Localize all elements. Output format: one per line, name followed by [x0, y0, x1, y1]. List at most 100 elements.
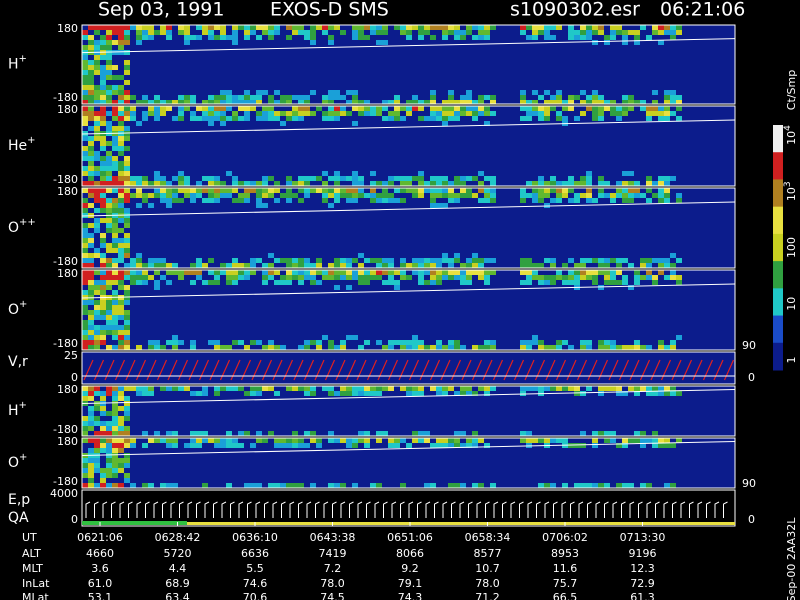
- spectrogram-cell: [580, 270, 586, 275]
- spectrogram-cell: [442, 270, 448, 275]
- spectrogram-cell: [232, 30, 238, 35]
- spectrogram-cell: [430, 443, 436, 448]
- spectrogram-cell: [430, 203, 436, 208]
- spectrogram-cell: [298, 258, 304, 263]
- axis-top: 180: [57, 267, 78, 280]
- spectrogram-cell: [124, 65, 130, 70]
- spectrogram-cell: [652, 275, 658, 280]
- spectrogram-cell: [436, 111, 442, 116]
- spectrogram-cell: [256, 95, 262, 100]
- spectrogram-cell: [616, 443, 622, 448]
- spectrogram-cell: [580, 90, 586, 95]
- spectrogram-cell: [580, 35, 586, 40]
- spectrogram-cell: [448, 90, 454, 95]
- spectrogram-cell: [340, 176, 346, 181]
- qa-flag-good: [82, 521, 187, 525]
- spectrogram-cell: [418, 100, 424, 104]
- spectrogram-cell: [220, 25, 226, 30]
- spectrogram-cell: [460, 181, 466, 186]
- spectrogram-cell: [148, 340, 154, 345]
- spectrogram-cell: [112, 325, 118, 330]
- spectrogram-cell: [550, 345, 556, 350]
- spectrogram-cell: [94, 218, 100, 223]
- spectrogram-cell: [124, 30, 130, 35]
- spectrogram-cell: [340, 188, 346, 193]
- spectrogram-cell: [400, 483, 406, 488]
- spectrogram-cell: [82, 270, 88, 275]
- trend-line: [81, 201, 736, 217]
- spectrogram-cell: [214, 188, 220, 193]
- spectrogram-cell: [214, 391, 220, 396]
- spectrogram-cell: [670, 340, 676, 345]
- spectrogram-cell: [664, 198, 670, 203]
- spectrogram-cell: [628, 95, 634, 100]
- spectrogram-cell: [532, 386, 538, 391]
- spectrogram-cell: [580, 100, 586, 104]
- spectrogram-cell: [124, 116, 130, 121]
- spectrogram-cell: [280, 100, 286, 104]
- spectrogram-cell: [304, 35, 310, 40]
- spectrogram-cell: [622, 188, 628, 193]
- spectrogram-cell: [226, 90, 232, 95]
- spectrogram-cell: [430, 483, 436, 488]
- spectrogram-cell: [334, 171, 340, 176]
- spectrogram-cell: [406, 181, 412, 186]
- spectrogram-cell: [82, 305, 88, 310]
- spectrogram-cell: [88, 45, 94, 50]
- spectrogram-cell: [118, 463, 124, 468]
- spectrogram-cell: [454, 116, 460, 121]
- spectrogram-cell: [106, 166, 112, 171]
- spectrogram-cell: [226, 100, 232, 104]
- spectrogram-cell: [532, 35, 538, 40]
- spectrogram-cell: [550, 198, 556, 203]
- spectrogram-cell: [124, 40, 130, 45]
- spectrogram-cell: [382, 188, 388, 193]
- spectrogram-cell: [268, 275, 274, 280]
- spectrogram-cell: [550, 483, 556, 488]
- spectrogram-cell: [652, 431, 658, 436]
- spectrogram-cell: [358, 188, 364, 193]
- spectrogram-cell: [232, 340, 238, 345]
- spectrogram-cell: [232, 386, 238, 391]
- spectrogram-cell: [358, 100, 364, 104]
- spectrogram-cell: [88, 320, 94, 325]
- spectrogram-cell: [166, 438, 172, 443]
- spectrogram-cell: [94, 463, 100, 468]
- spectrogram-cell: [94, 406, 100, 411]
- spectrogram-cell: [88, 463, 94, 468]
- spectrogram-cell: [298, 181, 304, 186]
- spectrogram-cell: [190, 116, 196, 121]
- spectrogram-cell: [124, 290, 130, 295]
- spectrogram-cell: [244, 275, 250, 280]
- spectrogram-cell: [646, 483, 652, 488]
- spectrogram-cell: [454, 181, 460, 186]
- spectrogram-cell: [136, 30, 142, 35]
- spectrogram-cell: [394, 438, 400, 443]
- spectrogram-cell: [454, 345, 460, 350]
- spectrogram-cell: [130, 386, 136, 391]
- spectrogram-cell: [484, 111, 490, 116]
- spectrogram-cell: [286, 176, 292, 181]
- spectrogram-cell: [154, 258, 160, 263]
- spectrogram-cell: [298, 25, 304, 30]
- spectrogram-cell: [286, 198, 292, 203]
- spectrogram-cell: [82, 463, 88, 468]
- spectrogram-cell: [94, 121, 100, 126]
- spectrogram-cell: [622, 198, 628, 203]
- spectrogram-cell: [106, 310, 112, 315]
- spectrogram-cell: [478, 345, 484, 350]
- panel-label: E,p: [8, 492, 30, 508]
- spectrogram-cell: [664, 263, 670, 268]
- spectrogram-cell: [220, 121, 226, 126]
- spectrogram-cell: [598, 340, 604, 345]
- spectrogram-cell: [610, 340, 616, 345]
- spectrogram-cell: [202, 483, 208, 488]
- spectrogram-cell: [676, 193, 682, 198]
- spectrogram-cell: [202, 431, 208, 436]
- spectrogram-cell: [88, 75, 94, 80]
- spectrogram-cell: [484, 386, 490, 391]
- spectrogram-cell: [88, 111, 94, 116]
- spectrogram-cell: [148, 25, 154, 30]
- spectrogram-cell: [112, 25, 118, 30]
- panel-frame: [81, 437, 736, 489]
